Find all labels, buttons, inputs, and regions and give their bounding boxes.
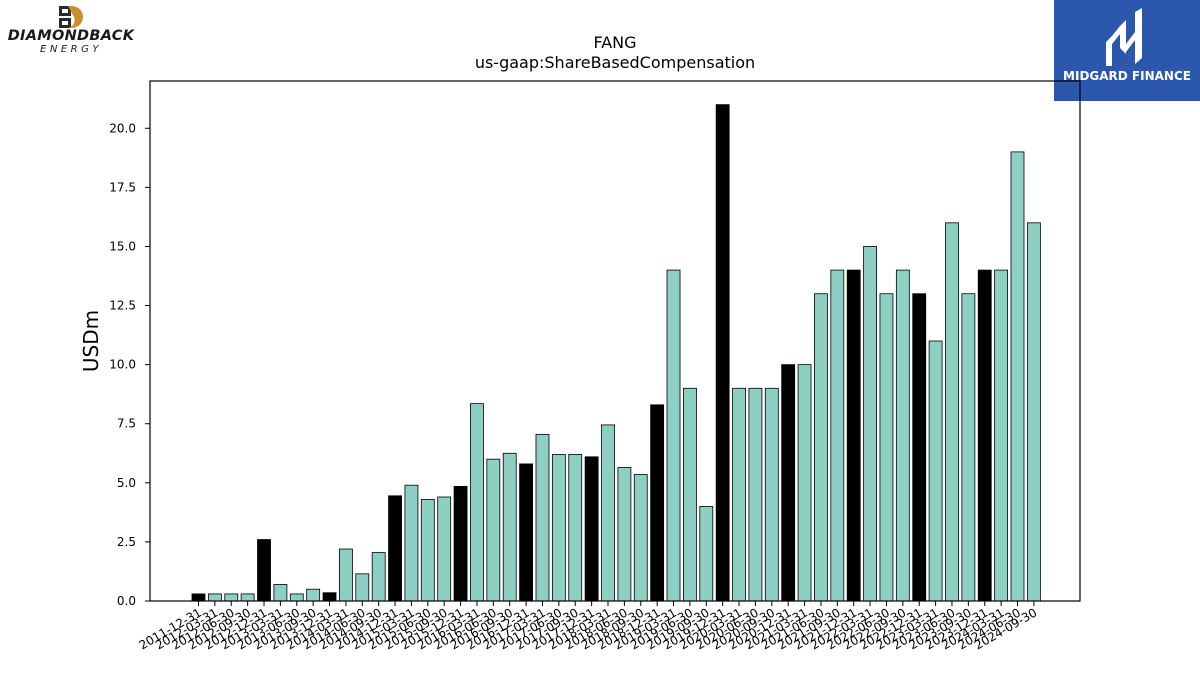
bar-2014-06-30 [355, 573, 370, 602]
brand-mark-icon [1106, 8, 1142, 66]
bar-2020-06-30 [748, 387, 763, 602]
bar-2011-12-31 [191, 593, 206, 602]
y-tick-label: 17.5 [109, 180, 136, 194]
bar-2015-06-30 [420, 498, 435, 602]
bar-2017-06-30 [551, 454, 566, 602]
bar-2013-03-31 [273, 584, 288, 602]
bar-2014-09-30 [371, 552, 386, 602]
y-tick-label: 0.0 [117, 594, 136, 608]
bar-2021-03-31 [797, 364, 812, 602]
bar-2017-12-31 [584, 456, 599, 602]
y-tick-label: 7.5 [117, 417, 136, 431]
y-tick-label: 5.0 [117, 476, 136, 490]
bar-2024-09-30 [1026, 222, 1041, 602]
company-logo-icon [59, 6, 83, 28]
bar-2016-06-30 [486, 458, 501, 602]
bar-2014-03-31 [339, 548, 353, 602]
bar-2013-12-31 [322, 592, 337, 602]
bar-2023-09-30 [961, 293, 976, 602]
company-logo-subtext: ENERGY [40, 44, 102, 55]
bar-2018-06-30 [617, 467, 632, 602]
bar-2018-03-31 [601, 424, 615, 602]
bar-2016-03-31 [470, 403, 484, 602]
bar-2023-06-30 [945, 222, 959, 602]
bar-2017-09-30 [568, 454, 583, 602]
bar-2020-12-31 [781, 364, 796, 602]
bar-2018-12-31 [650, 404, 665, 602]
bar-2021-06-30 [814, 293, 828, 602]
bar-2022-03-31 [863, 246, 877, 602]
chart-subtitle: us-gaap:ShareBasedCompensation [475, 53, 755, 72]
bar-2019-06-30 [683, 387, 697, 602]
y-axis-label: USDm [79, 310, 103, 372]
y-axis-ticks: 0.0 2.5 5.0 7.5 10.0 12.5 15.0 17.5 20.0 [109, 121, 150, 608]
bar-2023-03-31 [928, 340, 943, 602]
y-tick-label: 2.5 [117, 535, 136, 549]
bar-2012-12-31 [257, 539, 271, 602]
bar-2012-03-31 [207, 593, 222, 602]
y-tick-label: 10.0 [109, 358, 136, 372]
brand-logo: MIDGARD FINANCE [1054, 0, 1200, 101]
y-tick-label: 12.5 [109, 299, 136, 313]
bar-2021-09-30 [830, 269, 845, 602]
bar-2019-12-31 [715, 104, 730, 602]
bar-2015-09-30 [437, 496, 452, 602]
y-tick-label: 15.0 [109, 239, 136, 253]
y-tick-label: 20.0 [109, 121, 136, 135]
company-logo [4, 4, 138, 56]
chart-title: FANG [593, 33, 636, 52]
bar-2022-09-30 [895, 269, 910, 602]
x-axis-ticks: 2011-12-312012-03-312012-06-302012-09-30… [137, 601, 1039, 652]
bar-2016-12-31 [519, 463, 533, 602]
bar-2013-09-30 [306, 588, 321, 602]
bar-2014-12-31 [388, 495, 402, 602]
bar-2017-03-31 [535, 433, 550, 602]
bar-2021-12-31 [846, 269, 861, 602]
bar-2016-09-30 [502, 452, 517, 602]
bars [191, 104, 1041, 602]
bar-2018-09-30 [633, 474, 648, 602]
brand-text: MIDGARD FINANCE [1063, 69, 1191, 83]
bar-2019-09-30 [699, 506, 714, 602]
bar-2024-03-31 [994, 269, 1009, 602]
bar-2015-12-31 [453, 485, 468, 602]
bar-2020-03-31 [732, 387, 746, 602]
plot-frame [149, 80, 1081, 602]
bar-2019-03-31 [666, 269, 681, 602]
bar-2020-09-30 [764, 387, 779, 602]
bar-2012-09-30 [240, 593, 255, 602]
bar-2015-03-31 [404, 484, 419, 602]
bar-2024-06-30 [1010, 151, 1025, 602]
company-logo-text: DIAMONDBACK [7, 28, 135, 44]
bar-2023-12-31 [977, 269, 992, 602]
bar-2022-06-30 [879, 293, 894, 602]
bar-2022-12-31 [912, 293, 927, 602]
bar-2012-06-30 [224, 593, 239, 602]
bar-2013-06-30 [289, 593, 304, 602]
